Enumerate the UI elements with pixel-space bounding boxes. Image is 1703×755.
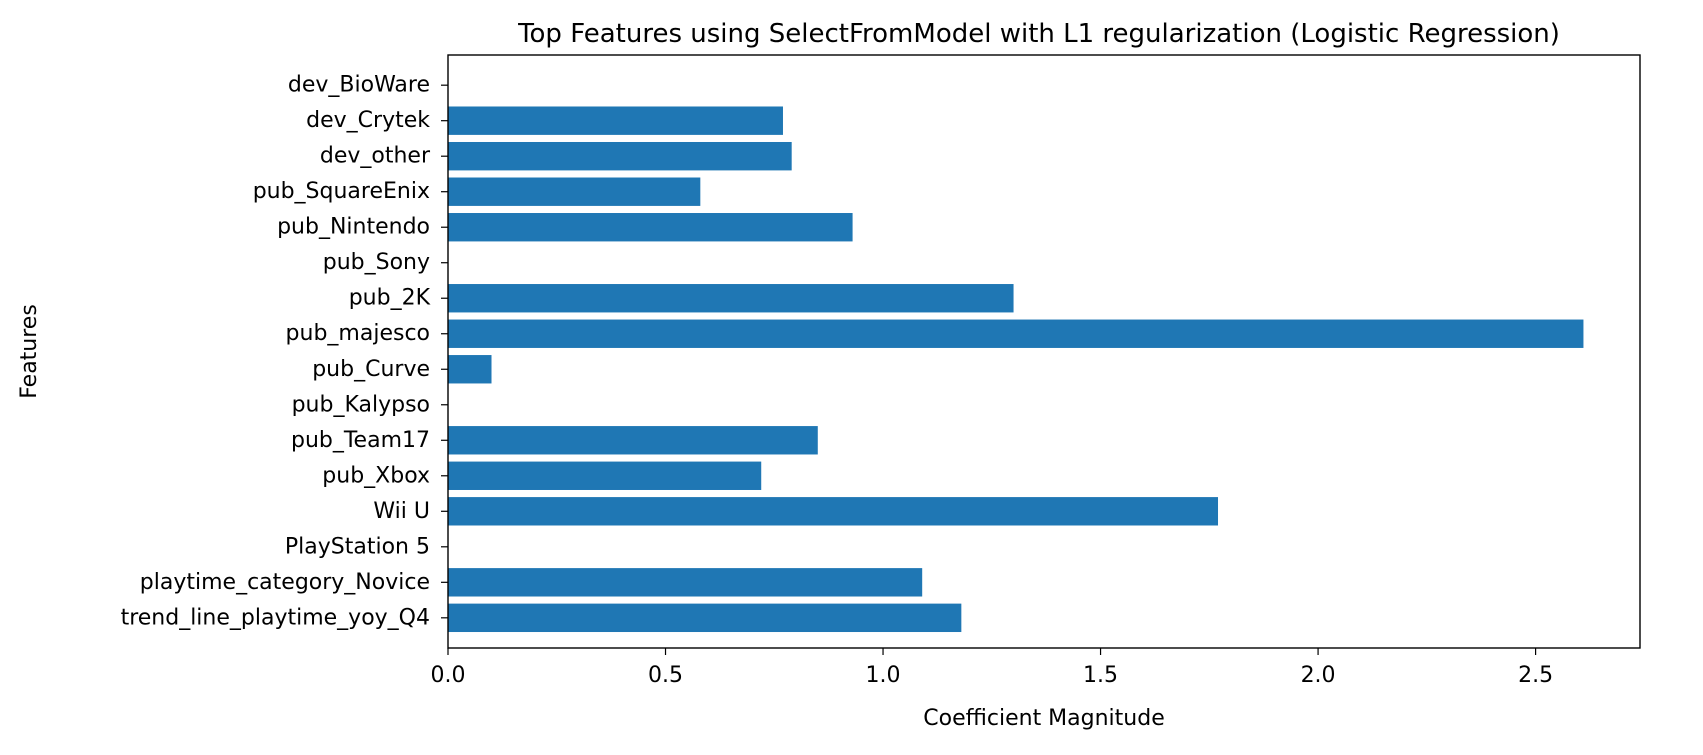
x-tick-label: 1.5 (1083, 663, 1118, 688)
y-tick-label: pub_Kalypso (292, 392, 430, 417)
x-axis-label: Coefficient Magnitude (923, 706, 1164, 731)
y-tick-label: Wii U (373, 499, 430, 524)
bar-pub-2k (448, 284, 1014, 313)
bar-dev-other (448, 141, 792, 171)
bar-wii-u (448, 497, 1219, 526)
y-tick-label: pub_Sony (323, 250, 430, 275)
bar-trend-line-playtime-yoy-q4 (448, 603, 962, 633)
bar-playtime-category-novice (448, 568, 923, 597)
y-tick-label: pub_Xbox (322, 463, 430, 488)
y-tick-label: pub_2K (349, 286, 431, 311)
y-tick-label: dev_other (320, 144, 431, 169)
bar-pub-squareenix (448, 177, 701, 206)
x-axis-ticks: 0.0 0.5 1.0 1.5 2.0 2.5 (431, 648, 1553, 688)
bar-pub-curve (448, 355, 492, 384)
y-tick-label: playtime_category_Novice (140, 570, 430, 595)
y-tick-label: dev_Crytek (306, 108, 430, 133)
bar-pub-xbox (448, 461, 762, 490)
y-tick-label: trend_line_playtime_yoy_Q4 (121, 605, 430, 630)
x-tick-label: 2.5 (1518, 663, 1553, 688)
bar-dev-crytek (448, 106, 783, 135)
chart-title: Top Features using SelectFromModel with … (517, 19, 1560, 49)
y-tick-label: pub_Nintendo (277, 215, 430, 240)
bar-pub-nintendo (448, 213, 853, 242)
y-tick-label: dev_BioWare (288, 73, 430, 98)
y-tick-label: PlayStation 5 (285, 534, 430, 559)
x-tick-label: 1.0 (866, 663, 901, 688)
x-tick-label: 0.0 (431, 663, 466, 688)
x-tick-label: 2.0 (1301, 663, 1336, 688)
y-axis-label: Features (17, 304, 42, 399)
y-tick-label: pub_SquareEnix (253, 179, 430, 204)
x-tick-label: 0.5 (648, 663, 683, 688)
y-tick-label: pub_majesco (286, 321, 430, 346)
bars (448, 106, 1584, 633)
plot-area-frame (447, 54, 1641, 649)
y-tick-label: pub_Curve (312, 357, 430, 382)
y-tick-label: pub_Team17 (291, 428, 430, 453)
y-axis-ticks: dev_BioWare dev_Crytek dev_other pub_Square… (121, 73, 448, 630)
bar-pub-team17 (448, 426, 818, 455)
bar-pub-majesco (448, 319, 1584, 348)
